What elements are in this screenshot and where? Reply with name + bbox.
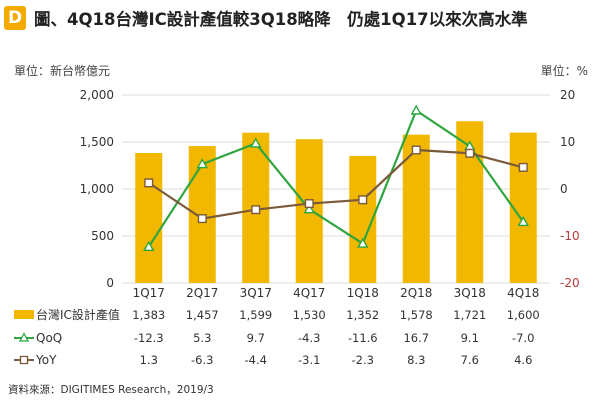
left-tick-label: 1,500 bbox=[80, 135, 114, 149]
right-tick-label: 20 bbox=[560, 88, 575, 102]
data-table-cell: 1,599 bbox=[239, 308, 272, 322]
right-tick-label: 10 bbox=[560, 135, 575, 149]
right-tick-label: -10 bbox=[560, 229, 580, 243]
qoq-point bbox=[303, 203, 315, 214]
data-table-cell: -12.3 bbox=[134, 331, 164, 345]
right-tick-label: -20 bbox=[560, 276, 580, 290]
yoy-point bbox=[144, 178, 154, 188]
yoy-point bbox=[251, 205, 261, 215]
qoq-point bbox=[517, 215, 529, 227]
right-axis-unit: 單位：% bbox=[540, 64, 588, 78]
data-table-cell: 4.6 bbox=[514, 353, 532, 367]
left-tick-label: 0 bbox=[106, 276, 114, 290]
data-table-cell: 1,600 bbox=[507, 308, 540, 322]
data-table-cell: 8.3 bbox=[407, 353, 425, 367]
qoq-point bbox=[196, 158, 208, 169]
left-tick-label: 1,000 bbox=[80, 182, 114, 196]
yoy-point bbox=[518, 162, 528, 172]
left-axis-unit: 單位：新台幣億元 bbox=[14, 64, 111, 78]
legend-bar-swatch bbox=[14, 310, 34, 319]
yoy-point bbox=[197, 214, 207, 224]
x-tick-label: 3Q18 bbox=[454, 286, 486, 300]
x-tick-label: 2Q18 bbox=[400, 286, 432, 300]
legend-qoq-marker bbox=[18, 332, 30, 342]
x-tick-label: 1Q17 bbox=[133, 286, 165, 300]
data-table-cell: -3.1 bbox=[298, 353, 320, 367]
yoy-point bbox=[411, 145, 421, 155]
legend-label: 台灣IC設計產值 bbox=[36, 307, 120, 322]
yoy-point bbox=[304, 199, 314, 209]
data-table-cell: 5.3 bbox=[193, 331, 211, 345]
yoy-point bbox=[465, 148, 475, 158]
yoy-point bbox=[358, 195, 368, 205]
x-tick-label: 4Q18 bbox=[507, 286, 539, 300]
data-table-cell: 1,530 bbox=[293, 308, 326, 322]
right-tick-label: 0 bbox=[560, 182, 568, 196]
data-table-cell: -2.3 bbox=[352, 353, 374, 367]
data-table-cell: 1.3 bbox=[140, 353, 158, 367]
x-tick-label: 3Q17 bbox=[240, 286, 272, 300]
left-tick-label: 2,000 bbox=[80, 88, 114, 102]
data-table-cell: 9.1 bbox=[461, 331, 479, 345]
qoq-point bbox=[410, 104, 422, 115]
data-table-cell: 16.7 bbox=[403, 331, 429, 345]
legend-label: YoY bbox=[35, 353, 57, 367]
data-table-cell: -11.6 bbox=[348, 331, 378, 345]
data-table-cell: 7.6 bbox=[461, 353, 479, 367]
source-note: 資料來源：DIGITIMES Research，2019/3 bbox=[8, 384, 214, 396]
left-tick-label: 500 bbox=[91, 229, 114, 243]
qoq-line bbox=[147, 109, 525, 248]
data-table-cell: -6.3 bbox=[191, 353, 213, 367]
legend-label: QoQ bbox=[36, 331, 62, 345]
yoy-line bbox=[148, 148, 524, 220]
data-table-cell: -4.3 bbox=[298, 331, 320, 345]
qoq-point bbox=[357, 237, 369, 248]
data-table-cell: 1,383 bbox=[132, 308, 165, 322]
data-table-cell: 1,352 bbox=[346, 308, 379, 322]
x-tick-label: 4Q17 bbox=[293, 286, 325, 300]
data-table-cell: 1,721 bbox=[453, 308, 486, 322]
data-table-cell: 9.7 bbox=[247, 331, 265, 345]
legend-yoy-marker bbox=[19, 355, 29, 365]
chart-title: 圖、4Q18台灣IC設計產值較3Q18略降 仍處1Q17以來次高水準 bbox=[34, 10, 528, 29]
digitimes-logo: D bbox=[4, 6, 26, 30]
x-tick-label: 1Q18 bbox=[347, 286, 379, 300]
x-tick-label: 2Q17 bbox=[186, 286, 218, 300]
qoq-point bbox=[250, 137, 262, 148]
data-table-cell: 1,578 bbox=[400, 308, 433, 322]
title-row: D 圖、4Q18台灣IC設計產值較3Q18略降 仍處1Q17以來次高水準 bbox=[4, 4, 528, 32]
data-table-cell: 1,457 bbox=[186, 308, 219, 322]
data-table-cell: -4.4 bbox=[245, 353, 267, 367]
qoq-point bbox=[143, 240, 155, 252]
bar bbox=[402, 134, 430, 283]
data-table-cell: -7.0 bbox=[512, 331, 534, 345]
bar bbox=[135, 152, 163, 283]
